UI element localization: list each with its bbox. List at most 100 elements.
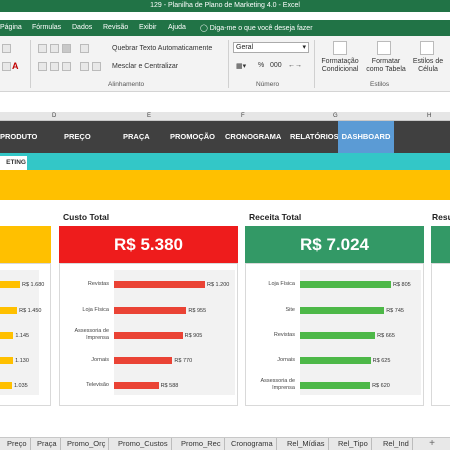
number-format-value: Geral <box>236 44 254 51</box>
column-header-e[interactable]: E <box>147 113 152 119</box>
header-banner <box>0 170 450 200</box>
sheet-tabs: Preço Praça Promo_Orç Promo_Custos Promo… <box>0 437 450 450</box>
nav-praca[interactable]: PRAÇA <box>123 132 150 141</box>
format-table-icon[interactable] <box>377 41 391 55</box>
nav-produto[interactable]: PRODUTO <box>0 132 38 141</box>
revenue-value-label: R$ 620 <box>372 383 390 389</box>
align-middle-icon[interactable] <box>50 44 59 53</box>
sheet-tab-praca[interactable]: Praça <box>34 438 61 450</box>
increase-decimal-icon[interactable]: ←→ <box>288 62 302 69</box>
nav-dashboard[interactable]: DASHBOARD <box>338 121 394 153</box>
align-center-icon[interactable] <box>50 62 59 71</box>
align-top-icon[interactable] <box>38 44 47 53</box>
add-sheet-button[interactable]: + <box>429 438 435 449</box>
thousands-button[interactable]: 000 <box>270 62 282 69</box>
chart-left-plot: R$ 1.680 R$ 1.450 1.145 1.130 1.035 <box>0 270 44 395</box>
left-bar[interactable] <box>0 357 14 364</box>
revenue-value-label: R$ 625 <box>372 358 391 364</box>
tell-me-box[interactable]: ◯ Diga-me o que você deseja fazer <box>200 24 313 32</box>
number-format-select[interactable]: Geral ▾ <box>233 42 309 53</box>
lightbulb-icon: ◯ <box>200 25 208 32</box>
sheet-tab-rel-ind[interactable]: Rel_Ind <box>380 438 413 450</box>
card-title-right-partial: Resu <box>432 212 450 222</box>
revenue-category-label: Loja Física <box>268 281 295 287</box>
revenue-bar[interactable] <box>300 281 391 288</box>
revenue-category-label: Assessoria de Imprensa <box>260 378 295 391</box>
tab-formulas[interactable]: Fórmulas <box>32 24 62 31</box>
tab-pagina[interactable]: Página <box>0 24 22 31</box>
left-bar[interactable] <box>0 307 18 314</box>
sheet-tab-rel-tipo[interactable]: Rel_Tipo <box>335 438 372 450</box>
align-bottom-icon[interactable] <box>62 44 71 53</box>
font-size-grow-icon[interactable] <box>2 44 11 53</box>
cost-bar[interactable] <box>114 307 187 314</box>
tab-exibir[interactable]: Exibir <box>139 24 157 31</box>
left-bar[interactable] <box>0 382 12 389</box>
cost-bar[interactable] <box>114 281 205 288</box>
cost-category-label: Televisão <box>86 382 109 388</box>
conditional-format-icon[interactable] <box>333 41 347 55</box>
revenue-bar[interactable] <box>300 332 376 339</box>
cell-styles-button[interactable]: Estilos de Célula <box>412 58 444 73</box>
left-bar[interactable] <box>0 332 14 339</box>
cost-value-label: R$ 1.200 <box>207 282 230 288</box>
nav-preco[interactable]: PREÇO <box>64 132 91 141</box>
left-bar[interactable] <box>0 281 20 288</box>
kpi-revenue: R$ 7.024 <box>245 226 424 263</box>
column-header-d[interactable]: D <box>52 113 57 119</box>
sheet-tab-cronograma[interactable]: Cronograma <box>228 438 277 450</box>
tab-dados[interactable]: Dados <box>72 24 93 31</box>
revenue-value-label: R$ 805 <box>393 282 411 288</box>
nav-relatorios[interactable]: RELATÓRIOS <box>290 132 339 141</box>
sheet-tab-preco[interactable]: Preço <box>4 438 31 450</box>
orientation-icon[interactable] <box>80 44 89 53</box>
chevron-down-icon: ▾ <box>302 44 306 51</box>
sheet-tab-rel-midias[interactable]: Rel_Mídias <box>284 438 329 450</box>
ribbon-tabs: Página Fórmulas Dados Revisão Exibir Aju… <box>0 20 450 36</box>
revenue-bar[interactable] <box>300 307 385 314</box>
currency-icon[interactable]: ▦▾ <box>236 63 247 70</box>
font-color-icon[interactable]: A <box>12 61 19 71</box>
nav-cronograma[interactable]: CRONOGRAMA <box>225 132 282 141</box>
align-right-icon[interactable] <box>62 62 71 71</box>
card-title-cost: Custo Total <box>63 212 110 222</box>
left-value-label: 1.130 <box>15 358 29 364</box>
cost-value-label: R$ 770 <box>174 358 193 364</box>
sheet-tab-promo-custos[interactable]: Promo_Custos <box>115 438 172 450</box>
revenue-value-label: R$ 665 <box>377 333 395 339</box>
conditional-format-button[interactable]: Formatação Condicional <box>321 58 359 73</box>
sheet-tab-promo-rec[interactable]: Promo_Rec <box>178 438 225 450</box>
cost-category-label: Loja Física <box>82 307 109 313</box>
cell-styles-icon[interactable] <box>420 41 434 55</box>
increase-indent-icon[interactable] <box>92 62 101 71</box>
revenue-bar[interactable] <box>300 357 371 364</box>
revenue-bar[interactable] <box>300 382 371 389</box>
cost-bar[interactable] <box>114 382 159 389</box>
sheet-tab-promo-orc[interactable]: Promo_Orç <box>64 438 110 450</box>
tab-revisao[interactable]: Revisão <box>103 24 129 31</box>
wrap-text-button[interactable]: Quebrar Texto Automaticamente <box>112 45 213 52</box>
chart-left-partial: R$ 1.680 R$ 1.450 1.145 1.130 1.035 <box>0 263 51 406</box>
chart-cost-plot: R$ 1.200 R$ 955 R$ 905 R$ 770 R$ 588 <box>114 270 235 395</box>
cost-value-label: R$ 955 <box>188 308 207 314</box>
chart-right-partial <box>431 263 450 406</box>
nav-promocao[interactable]: PROMOÇÃO <box>170 132 215 141</box>
percent-button[interactable]: % <box>258 62 265 69</box>
format-table-button[interactable]: Formatar como Tabela <box>366 58 406 73</box>
decrease-indent-icon[interactable] <box>80 62 89 71</box>
cost-bar[interactable] <box>114 332 183 339</box>
cost-bar[interactable] <box>114 357 173 364</box>
chart-revenue-plot: R$ 805 R$ 745 R$ 665 R$ 625 R$ 620 <box>300 270 421 395</box>
column-header-f[interactable]: F <box>241 113 245 119</box>
column-header-h[interactable]: H <box>427 113 432 119</box>
chart-revenue: R$ 805 R$ 745 R$ 665 R$ 625 R$ 620 Loja Físi… <box>245 263 424 406</box>
fill-color-icon[interactable] <box>2 62 11 71</box>
merge-center-button[interactable]: Mesclar e Centralizar <box>112 63 179 70</box>
column-header-g[interactable]: G <box>333 113 338 119</box>
tab-ajuda[interactable]: Ajuda <box>168 24 186 31</box>
styles-group-label: Estilos <box>370 81 390 88</box>
sub-nav-bar: ETING <box>0 153 450 170</box>
sub-tab-marketing[interactable]: ETING <box>0 156 27 170</box>
align-left-icon[interactable] <box>38 62 47 71</box>
revenue-category-label: Revistas <box>273 332 295 338</box>
